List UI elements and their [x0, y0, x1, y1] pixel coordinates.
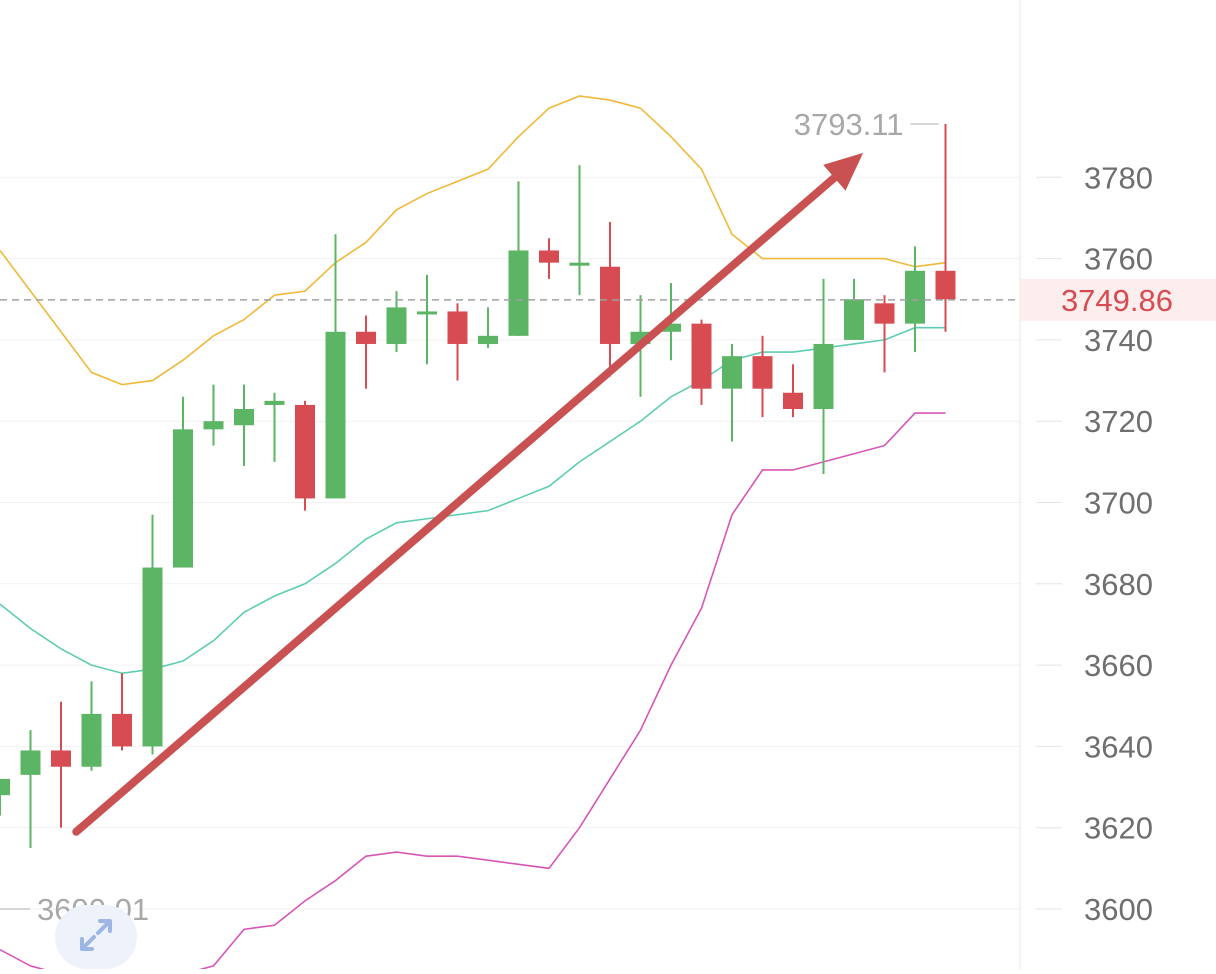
- y-tick-label: 3700: [1084, 486, 1153, 521]
- candle[interactable]: [51, 701, 71, 828]
- candle-body: [508, 250, 529, 336]
- candle-body: [81, 713, 102, 767]
- y-tick-label: 3680: [1084, 567, 1153, 602]
- candle-body: [20, 750, 41, 775]
- candle-body: [935, 270, 956, 300]
- trend-arrow-head: [823, 152, 864, 191]
- candle-body: [813, 343, 834, 410]
- candle[interactable]: [691, 319, 712, 405]
- candle[interactable]: [874, 295, 895, 373]
- candle-body: [295, 404, 315, 499]
- y-tick-label: 3780: [1084, 160, 1153, 195]
- y-tick-label: 3620: [1084, 811, 1153, 846]
- candle[interactable]: [234, 384, 254, 466]
- candle[interactable]: [173, 396, 193, 568]
- candle-body: [569, 262, 590, 266]
- candle[interactable]: [447, 303, 468, 381]
- candle[interactable]: [20, 730, 41, 849]
- candle-body: [356, 331, 376, 344]
- candle-body: [173, 429, 193, 568]
- candle-body: [722, 356, 742, 389]
- candle[interactable]: [264, 392, 285, 462]
- candle-body: [539, 250, 559, 263]
- candle[interactable]: [935, 124, 956, 332]
- candle-body: [691, 323, 712, 389]
- candle[interactable]: [508, 181, 529, 336]
- lower-band-line: [0, 412, 946, 969]
- candle-body: [783, 392, 803, 410]
- candle-body: [478, 335, 498, 344]
- candle-body: [905, 270, 925, 324]
- candle[interactable]: [722, 343, 742, 442]
- candle[interactable]: [203, 384, 224, 446]
- candle-body: [142, 567, 163, 747]
- candle-body: [325, 331, 346, 499]
- candle[interactable]: [81, 681, 102, 771]
- candle-body: [447, 311, 468, 344]
- candle-body: [417, 311, 437, 315]
- upper-band-line: [0, 95, 946, 386]
- candle-body: [234, 409, 254, 426]
- candle[interactable]: [752, 335, 773, 418]
- candle[interactable]: [0, 778, 10, 816]
- candle[interactable]: [417, 274, 437, 365]
- candle[interactable]: [813, 278, 834, 475]
- candle-body: [661, 323, 681, 332]
- trend-arrow-shaft: [72, 173, 839, 836]
- candle[interactable]: [142, 514, 163, 755]
- candle[interactable]: [295, 400, 315, 511]
- y-tick-label: 3640: [1084, 729, 1153, 764]
- candle-body: [844, 299, 864, 340]
- expand-button[interactable]: [55, 905, 137, 969]
- candle-body: [203, 421, 224, 430]
- candle-body: [386, 307, 407, 344]
- current-price-tag: [1020, 278, 1216, 321]
- y-tick-label: 3760: [1084, 242, 1153, 277]
- y-tick-label: 3600: [1084, 892, 1153, 927]
- candle[interactable]: [478, 307, 498, 349]
- high-marker-label: 3793.11: [794, 107, 904, 142]
- expand-icon: [80, 919, 112, 951]
- candle[interactable]: [112, 673, 132, 751]
- middle-band-line: [0, 326, 946, 675]
- candle[interactable]: [844, 278, 864, 340]
- candle-body: [0, 778, 10, 796]
- candle[interactable]: [539, 238, 559, 279]
- candle-body: [600, 266, 620, 344]
- candle-body: [264, 400, 285, 405]
- candle[interactable]: [600, 222, 620, 377]
- candle-body: [112, 713, 132, 747]
- candle[interactable]: [569, 165, 590, 296]
- y-tick-label: 3660: [1084, 648, 1153, 683]
- y-tick-label: 3720: [1084, 404, 1153, 439]
- candle[interactable]: [783, 364, 803, 418]
- candle[interactable]: [386, 291, 407, 353]
- candle-body: [752, 356, 773, 389]
- candle-body: [874, 303, 895, 324]
- candle[interactable]: [356, 315, 376, 389]
- y-tick-label: 3740: [1084, 323, 1153, 358]
- candle[interactable]: [325, 234, 346, 499]
- current-price-label: 3749.86: [1061, 283, 1173, 318]
- candle-body: [51, 750, 71, 767]
